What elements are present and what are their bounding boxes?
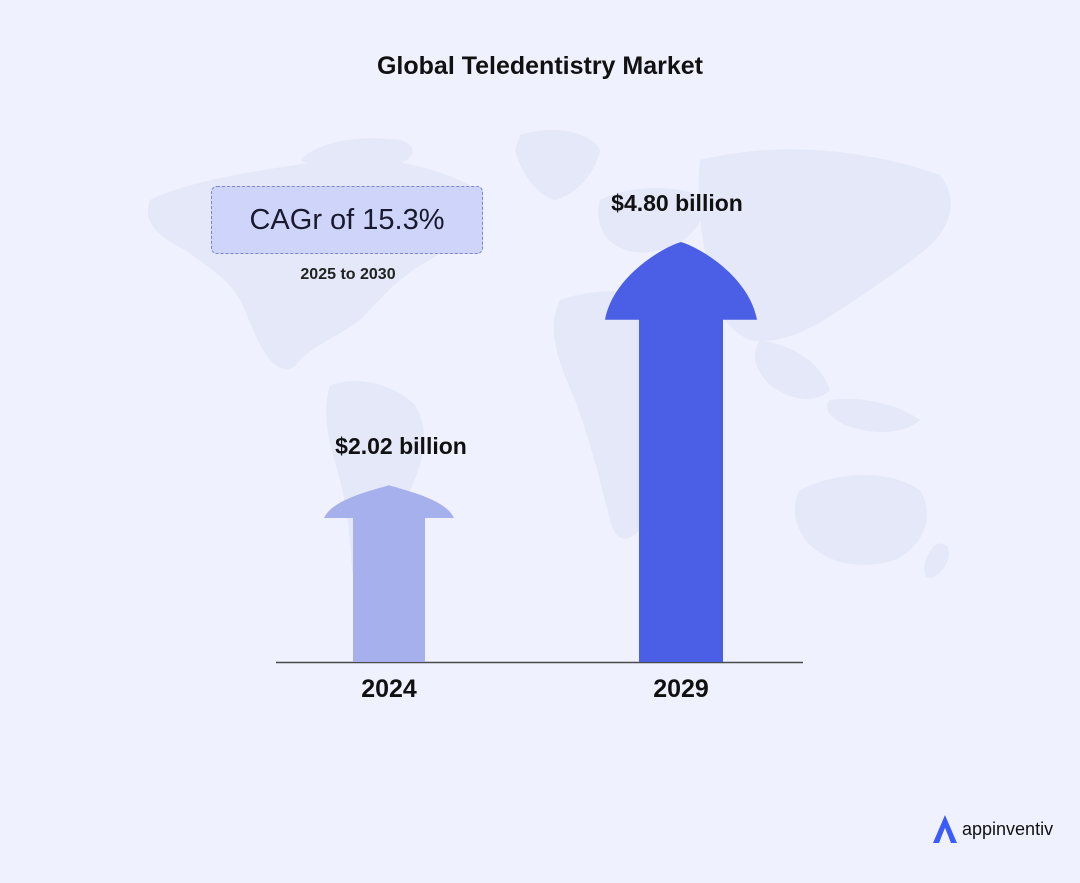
brand-name: appinventiv [962,818,1054,839]
value-label-2024: $2.02 billion [335,433,467,460]
arrow-bar-2029 [605,242,757,662]
bars-group [324,242,757,662]
category-label-2024: 2024 [361,675,417,703]
category-label-2029: 2029 [653,675,709,703]
brand-logo: appinventiv [932,814,1053,844]
appinventiv-logo-icon [933,815,957,843]
chart-title: Global Teledentistry Market [376,52,703,80]
arrow-bar-2024 [324,485,454,662]
cagr-annotation-text: CAGr of 15.3% [249,203,445,236]
cagr-annotation-box: CAGr of 15.3% [211,186,483,254]
cagr-period-label: 2025 to 2030 [300,266,396,283]
value-label-2029: $4.80 billion [611,190,743,216]
